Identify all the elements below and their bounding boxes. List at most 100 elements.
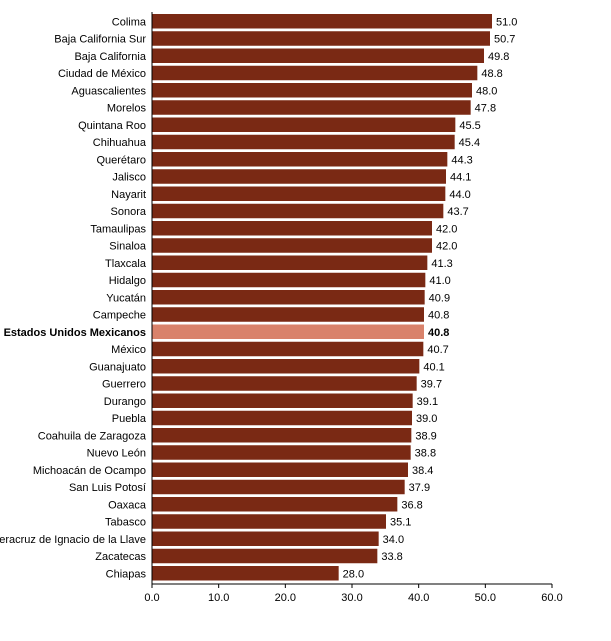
category-label: Sonora <box>111 206 147 218</box>
bar <box>152 255 428 270</box>
bar <box>152 393 413 408</box>
category-label: Hidalgo <box>109 275 146 287</box>
category-label: Jalisco <box>112 172 146 184</box>
bars-group <box>152 14 492 581</box>
value-label: 48.0 <box>476 85 497 97</box>
bar <box>152 566 339 581</box>
x-tick-label: 0.0 <box>144 592 159 604</box>
x-tick-label: 30.0 <box>341 592 362 604</box>
category-label: Nuevo León <box>87 448 146 460</box>
value-label: 48.8 <box>481 68 502 80</box>
value-label: 36.8 <box>401 499 422 511</box>
bar <box>152 186 446 201</box>
category-label: Tabasco <box>105 517 146 529</box>
value-label: 40.7 <box>427 344 448 356</box>
value-label: 45.5 <box>459 120 480 132</box>
value-label: 38.8 <box>415 448 436 460</box>
category-label: Ciudad de México <box>58 68 146 80</box>
value-label: 35.1 <box>390 517 411 529</box>
bar <box>152 14 492 29</box>
value-label: 40.8 <box>428 327 449 339</box>
value-label: 49.8 <box>488 51 509 63</box>
x-tick-label: 20.0 <box>275 592 296 604</box>
category-label: Colima <box>112 16 147 28</box>
bar <box>152 169 446 184</box>
bar <box>152 83 472 98</box>
value-label: 34.0 <box>383 534 404 546</box>
bar <box>152 272 426 288</box>
value-label: 42.0 <box>436 223 457 235</box>
value-label: 51.0 <box>496 16 517 28</box>
bar <box>152 359 420 374</box>
bar <box>152 134 455 150</box>
bar <box>152 117 456 132</box>
value-label: 40.1 <box>423 361 444 373</box>
bar <box>152 341 424 357</box>
category-label: Baja California Sur <box>54 34 146 46</box>
bar <box>152 290 425 305</box>
bar <box>152 479 405 495</box>
value-label: 28.0 <box>343 568 364 580</box>
category-label: Guanajuato <box>89 361 146 373</box>
category-label: Yucatán <box>106 292 146 304</box>
value-label: 40.8 <box>428 310 449 322</box>
bar <box>152 497 398 512</box>
value-labels: 51.0 50.7 49.8 48.8 48.0 47.8 45.5 45.4 44.3 44.1… <box>343 16 518 580</box>
category-label: San Luis Potosí <box>69 482 146 494</box>
value-label: 39.0 <box>416 413 437 425</box>
category-label: Chihuahua <box>93 137 147 149</box>
bar <box>152 152 448 167</box>
value-label: 45.4 <box>459 137 480 149</box>
x-tick-label: 60.0 <box>541 592 562 604</box>
bar <box>152 203 444 219</box>
value-label: 41.3 <box>431 258 452 270</box>
category-label: Puebla <box>112 413 147 425</box>
value-label: 38.9 <box>415 430 436 442</box>
category-label: Quintana Roo <box>78 120 146 132</box>
bar <box>152 548 378 564</box>
bar <box>152 445 411 460</box>
bar <box>152 428 412 443</box>
value-label: 47.8 <box>475 103 496 115</box>
bar <box>152 31 490 46</box>
category-label: Querétaro <box>96 154 146 166</box>
bar <box>152 307 424 322</box>
value-label: 44.3 <box>451 154 472 166</box>
bar <box>152 238 432 253</box>
bar <box>152 100 471 115</box>
value-label: 50.7 <box>494 34 515 46</box>
value-label: 39.7 <box>421 379 442 391</box>
category-label: Morelos <box>107 103 147 115</box>
bar <box>152 462 408 477</box>
category-label: Estados Unidos Mexicanos <box>4 327 146 339</box>
value-label: 37.9 <box>409 482 430 494</box>
bar <box>152 65 478 81</box>
bar <box>152 48 484 63</box>
x-axis: 0.0 10.0 20.0 30.0 40.0 50.0 60.0 <box>144 12 563 604</box>
category-label: Tlaxcala <box>105 258 147 270</box>
value-label: 44.1 <box>450 172 471 184</box>
category-label: Nayarit <box>111 189 146 201</box>
bar <box>152 410 412 426</box>
x-tick-label: 40.0 <box>408 592 429 604</box>
x-tick-label: 10.0 <box>208 592 229 604</box>
value-label: 38.4 <box>412 465 433 477</box>
category-label: Veracruz de Ignacio de la Llave <box>0 534 146 546</box>
bar <box>152 324 424 339</box>
category-label: Coahuila de Zaragoza <box>38 430 147 442</box>
value-label: 39.1 <box>417 396 438 408</box>
category-label: Campeche <box>93 310 146 322</box>
bar <box>152 531 379 546</box>
category-label: Chiapas <box>106 568 147 580</box>
category-label: Tamaulipas <box>90 223 146 235</box>
category-label: Aguascalientes <box>71 85 146 97</box>
bar <box>152 514 386 529</box>
category-label: Zacatecas <box>95 551 146 563</box>
value-label: 42.0 <box>436 241 457 253</box>
category-label: Sinaloa <box>109 241 147 253</box>
value-label: 40.9 <box>429 292 450 304</box>
bar <box>152 221 432 236</box>
value-label: 44.0 <box>449 189 470 201</box>
category-label: Michoacán de Ocampo <box>33 465 146 477</box>
